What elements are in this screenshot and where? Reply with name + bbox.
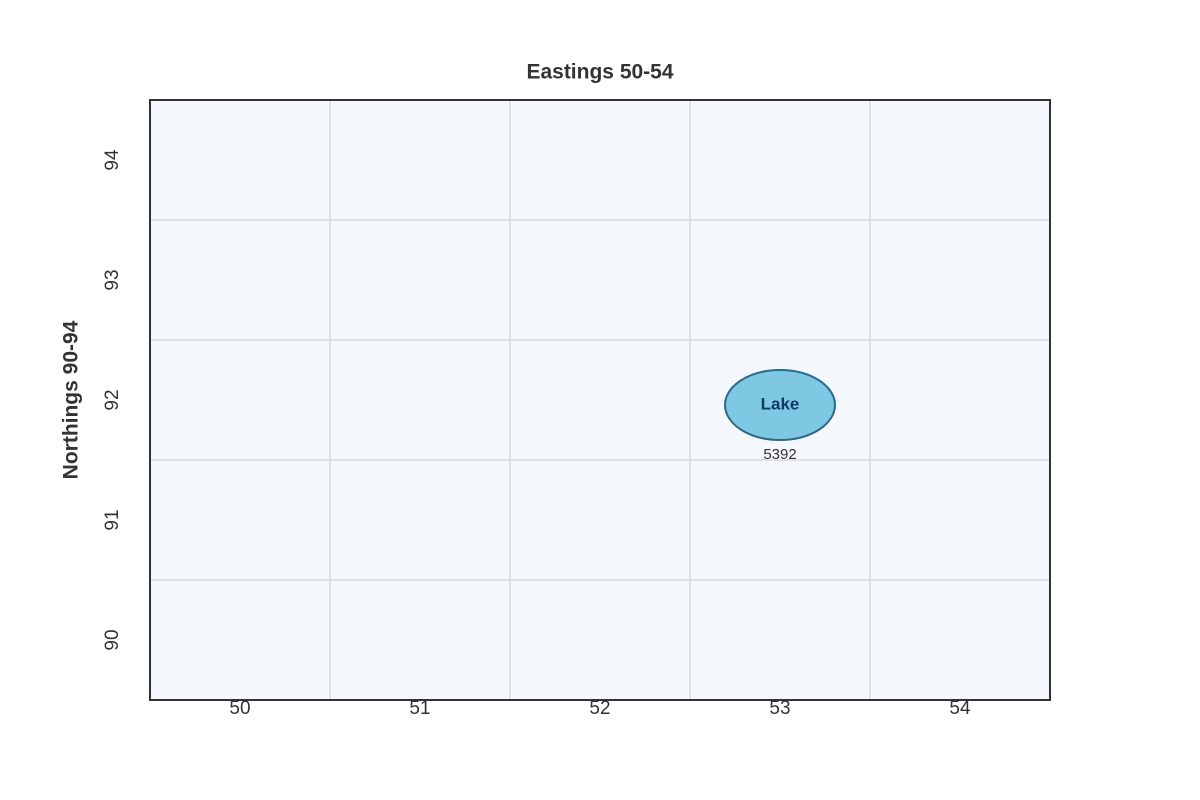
easting-label: 54 xyxy=(949,698,971,719)
easting-label: 51 xyxy=(409,698,430,719)
northing-label: 91 xyxy=(102,509,123,530)
northing-label: 94 xyxy=(102,149,123,171)
map-area xyxy=(150,100,1050,700)
grid-lines xyxy=(150,100,1050,700)
easting-label: 52 xyxy=(589,698,610,719)
easting-label: 53 xyxy=(769,698,790,719)
northing-label: 92 xyxy=(102,389,123,410)
northing-label: 90 xyxy=(102,629,123,650)
y-axis-title: Northings 90-94 xyxy=(60,320,83,479)
easting-label: 50 xyxy=(229,698,250,719)
lake xyxy=(724,369,836,441)
northing-label: 93 xyxy=(102,269,123,290)
map-border xyxy=(149,99,1051,701)
map-title: Eastings 50-54 xyxy=(526,61,673,84)
feature-label: Lake xyxy=(761,394,800,413)
grid-reference: 5392 xyxy=(763,446,796,463)
